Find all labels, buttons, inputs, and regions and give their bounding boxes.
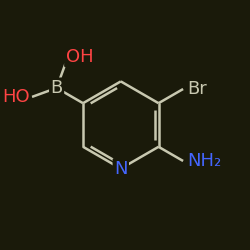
Text: NH₂: NH₂ [188, 152, 222, 170]
Text: Br: Br [188, 80, 207, 98]
Text: B: B [50, 79, 63, 97]
Text: OH: OH [66, 48, 93, 66]
Text: N: N [114, 160, 128, 178]
Text: HO: HO [2, 88, 30, 106]
